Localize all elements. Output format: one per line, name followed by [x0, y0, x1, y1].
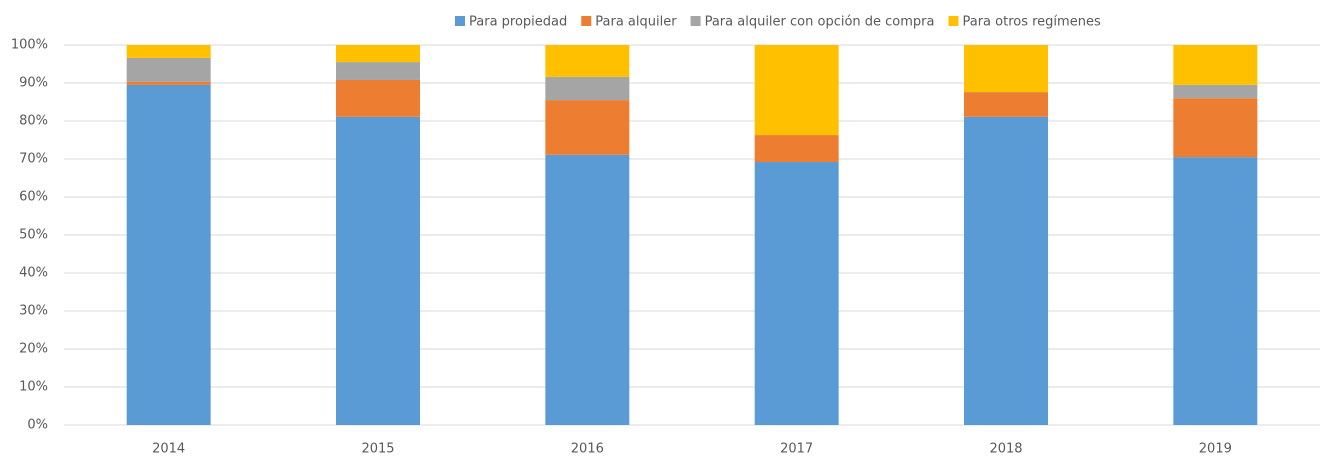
- x-tick-label: 2016: [571, 442, 604, 456]
- y-tick-label: 30%: [19, 304, 48, 319]
- y-tick-label: 10%: [19, 380, 48, 395]
- bar-segment: [545, 154, 630, 425]
- bar-segment: [336, 45, 420, 63]
- bar-segment: [754, 162, 839, 426]
- bar-segment: [1173, 98, 1258, 158]
- y-tick-label: 80%: [19, 114, 48, 129]
- bar-segment: [545, 45, 630, 77]
- legend-label: Para otros regímenes: [962, 15, 1100, 30]
- y-tick-label: 50%: [19, 228, 48, 243]
- bar-segment: [1173, 157, 1258, 425]
- y-tick-label: 90%: [19, 76, 48, 91]
- x-tick-label: 2018: [989, 442, 1022, 456]
- bar-segment: [336, 116, 420, 425]
- legend-swatch: [581, 16, 592, 26]
- y-tick-label: 0%: [27, 418, 48, 433]
- bar-segment: [126, 57, 211, 82]
- x-tick-label: 2019: [1199, 442, 1232, 456]
- bar-segment: [336, 79, 420, 117]
- bar-segment: [964, 116, 1048, 425]
- x-tick-label: 2014: [152, 442, 185, 456]
- bar-segment: [126, 81, 211, 85]
- bar-segment: [126, 84, 211, 426]
- y-tick-label: 20%: [19, 342, 48, 357]
- y-tick-label: 60%: [19, 190, 48, 205]
- legend-label: Para alquiler con opción de compra: [705, 15, 935, 30]
- bar-segment: [126, 45, 211, 58]
- bar-segment: [754, 135, 839, 163]
- bar-segment: [1173, 84, 1258, 99]
- legend-label: Para alquiler: [595, 15, 677, 30]
- legend-swatch: [455, 16, 465, 26]
- y-tick-label: 70%: [19, 152, 48, 167]
- y-tick-label: 100%: [11, 38, 48, 53]
- bar-segment: [545, 76, 630, 101]
- legend-label: Para propiedad: [469, 15, 567, 30]
- legend-swatch: [948, 16, 959, 26]
- x-tick-label: 2017: [780, 442, 813, 456]
- bar-segment: [964, 45, 1048, 93]
- legend-swatch: [690, 16, 701, 26]
- x-tick-label: 2015: [361, 442, 394, 456]
- bar-segment: [1173, 45, 1258, 85]
- y-tick-label: 40%: [19, 266, 48, 281]
- bar-segment: [964, 92, 1048, 117]
- bar-segment: [754, 45, 839, 136]
- bar-segment: [545, 100, 630, 155]
- bar-segment: [336, 62, 420, 80]
